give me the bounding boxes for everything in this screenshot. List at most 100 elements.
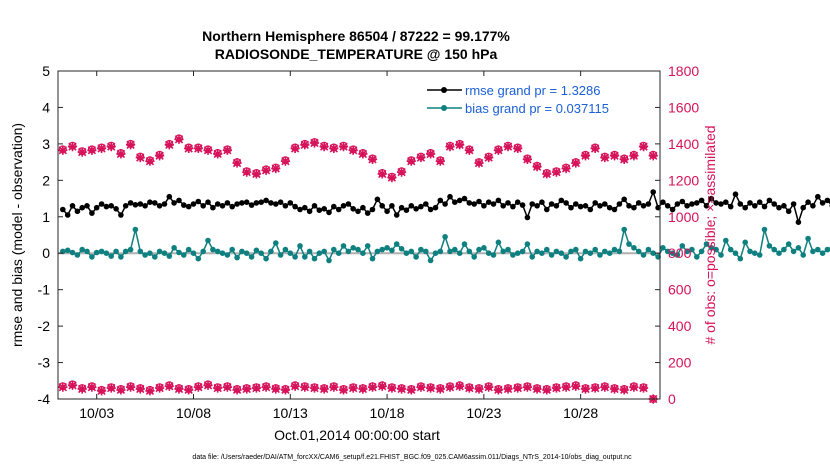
rmse-point — [496, 198, 502, 204]
y-right-tick-label: 600 — [668, 282, 692, 298]
bias-point — [239, 249, 245, 255]
bias-point — [65, 248, 71, 254]
bias-point — [636, 249, 642, 255]
rmse-point — [229, 204, 235, 210]
rmse-point — [341, 203, 347, 209]
rmse-point — [65, 212, 71, 218]
rmse-point — [336, 207, 342, 213]
bias-point — [258, 250, 264, 256]
assimilated-obs-point — [320, 384, 329, 393]
bias-point — [84, 249, 90, 255]
rmse-point — [181, 202, 187, 208]
bias-point — [520, 249, 526, 255]
assimilated-obs-point — [581, 151, 590, 160]
bias-point — [162, 250, 168, 256]
rmse-point — [597, 203, 603, 209]
bias-point — [254, 248, 260, 254]
y-left-tick-label: 4 — [42, 99, 50, 115]
bias-point — [805, 236, 811, 242]
bias-point — [113, 249, 119, 255]
rmse-point — [762, 204, 768, 210]
bias-point — [157, 249, 163, 255]
rmse-point — [409, 203, 415, 209]
bias-point — [283, 247, 289, 253]
bias-point — [467, 249, 473, 255]
legend-bias-label: bias grand pr = 0.037115 — [465, 101, 609, 116]
bias-point — [108, 253, 114, 259]
x-tick-label: 10/08 — [176, 405, 211, 421]
bias-point — [196, 256, 202, 262]
assimilated-obs-point — [184, 144, 193, 153]
bias-point — [742, 240, 748, 246]
assimilated-obs-point — [165, 382, 174, 391]
rmse-point — [283, 203, 289, 209]
bias-point — [563, 254, 569, 260]
legend-rmse-label: rmse grand pr = 1.3286 — [465, 83, 601, 98]
bias-point — [442, 234, 448, 240]
bias-point — [462, 241, 468, 247]
rmse-point — [433, 205, 439, 211]
rmse-point — [258, 199, 264, 205]
assimilated-obs-point — [397, 384, 406, 393]
rmse-point — [79, 205, 85, 211]
rmse-point — [800, 205, 806, 211]
rmse-point — [733, 191, 739, 197]
rmse-point — [350, 206, 356, 212]
assimilated-obs-point — [445, 142, 454, 151]
bias-point — [500, 249, 506, 255]
rmse-point — [162, 201, 168, 207]
assimilated-obs-point — [291, 144, 300, 153]
rmse-point — [108, 203, 114, 209]
bias-point — [588, 250, 594, 256]
bias-point — [341, 243, 347, 249]
rmse-point — [675, 201, 681, 207]
y-right-tick-label: 1800 — [668, 63, 699, 79]
bias-point — [515, 250, 521, 256]
bias-point — [268, 249, 274, 255]
rmse-point — [757, 199, 763, 205]
assimilated-obs-point — [532, 384, 541, 393]
rmse-point — [650, 189, 656, 195]
rmse-point — [157, 203, 163, 209]
rmse-point — [447, 194, 453, 200]
assimilated-obs-point — [387, 173, 396, 182]
rmse-point — [418, 204, 424, 210]
assimilated-obs-point — [474, 384, 483, 393]
rmse-point — [321, 206, 327, 212]
rmse-point — [355, 209, 361, 215]
assimilated-obs-point — [523, 155, 532, 164]
assimilated-obs-point — [184, 385, 193, 394]
assimilated-obs-point — [591, 144, 600, 153]
bias-point — [278, 252, 284, 258]
bias-point — [234, 255, 240, 261]
assimilated-obs-point — [629, 383, 638, 392]
assimilated-obs-point — [455, 140, 464, 149]
x-tick-label: 10/23 — [466, 405, 501, 421]
bias-point — [133, 227, 139, 233]
rmse-point — [467, 200, 473, 206]
assimilated-obs-point — [174, 135, 183, 144]
rmse-point — [723, 199, 729, 205]
rmse-point — [118, 212, 124, 218]
assimilated-obs-point — [397, 168, 406, 177]
rmse-point — [438, 198, 444, 204]
bias-point — [423, 249, 429, 255]
rmse-point — [297, 207, 303, 213]
rmse-point — [326, 210, 332, 216]
rmse-point — [317, 207, 323, 213]
bias-point — [433, 250, 439, 256]
rmse-point — [747, 200, 753, 206]
assimilated-obs-point — [349, 383, 358, 392]
rmse-point — [394, 212, 400, 218]
rmse-point — [89, 210, 95, 216]
y-right-tick-label: 0 — [668, 391, 676, 407]
rmse-point — [278, 199, 284, 205]
rmse-point — [520, 202, 526, 208]
assimilated-obs-point — [416, 383, 425, 392]
rmse-point — [544, 207, 550, 213]
assimilated-obs-point — [649, 151, 658, 160]
rmse-point — [786, 209, 792, 215]
bias-point — [800, 252, 806, 258]
rmse-point — [457, 198, 463, 204]
bias-point — [413, 254, 419, 260]
